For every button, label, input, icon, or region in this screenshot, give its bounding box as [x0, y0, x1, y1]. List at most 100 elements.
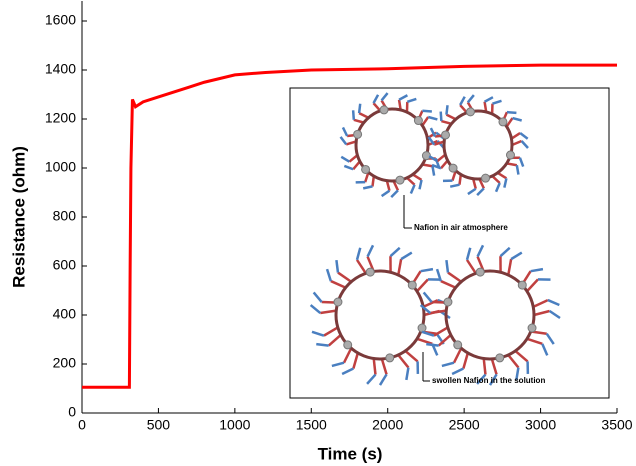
chain-end — [378, 373, 388, 386]
chain — [358, 112, 369, 119]
chain — [465, 259, 477, 275]
chain — [507, 354, 520, 369]
atom — [498, 117, 508, 127]
chain — [526, 278, 539, 293]
chain — [532, 298, 549, 309]
chain-end — [362, 185, 373, 190]
chain — [330, 279, 347, 289]
chain-end — [341, 367, 354, 376]
chain-end — [422, 291, 433, 303]
chain — [507, 258, 513, 276]
chain-end — [518, 157, 525, 168]
atom — [361, 164, 371, 174]
chain — [490, 358, 498, 375]
chain — [478, 178, 485, 189]
chain — [506, 162, 518, 167]
chain-end — [476, 373, 487, 385]
chain — [323, 326, 339, 337]
chain-end — [418, 179, 423, 190]
chain — [514, 350, 529, 363]
chain — [445, 113, 457, 121]
chain-end — [467, 187, 477, 196]
chain-end — [339, 136, 348, 146]
chain — [452, 347, 463, 364]
chain — [345, 140, 357, 146]
chain — [433, 140, 445, 146]
chain — [416, 278, 429, 293]
chain-end — [427, 136, 436, 146]
chain-end — [441, 361, 455, 368]
ring — [354, 107, 430, 183]
y-axis-label: Resistance (ohm) — [9, 146, 28, 288]
chain — [510, 131, 521, 140]
chain-end — [476, 244, 485, 258]
data-line — [82, 63, 617, 389]
chain — [483, 101, 488, 113]
chain-end — [445, 259, 450, 273]
chain-end — [449, 183, 460, 188]
chain-end — [503, 178, 508, 188]
chain — [440, 279, 457, 289]
chain-end — [405, 367, 410, 381]
chain — [371, 175, 376, 187]
chain-end — [311, 330, 325, 337]
chain-end — [492, 99, 502, 105]
atom — [527, 323, 537, 333]
chain-end — [325, 268, 333, 282]
chain-end — [494, 182, 501, 193]
x-axis-label: Time (s) — [318, 444, 383, 463]
chain — [327, 334, 342, 347]
chain — [526, 337, 543, 346]
chain-end — [340, 155, 351, 163]
chain — [355, 259, 367, 275]
chain-end — [421, 330, 435, 337]
chain-end — [459, 96, 466, 106]
chain-end — [510, 251, 523, 261]
annotation: swollen Nafion in the solution — [432, 376, 545, 385]
x-tick-label: 2000 — [372, 417, 403, 433]
chain — [352, 352, 360, 369]
chain-end — [343, 164, 354, 171]
chain-end — [390, 189, 399, 198]
chain-end — [400, 251, 413, 261]
chain-end — [541, 343, 549, 356]
chain — [404, 350, 419, 363]
chain-end — [506, 110, 517, 115]
chain — [380, 358, 388, 375]
chain-end — [427, 115, 438, 121]
chain — [441, 119, 452, 126]
chain-end — [426, 342, 439, 347]
chain — [533, 309, 550, 317]
atom — [443, 297, 453, 307]
y-tick-label: 400 — [53, 306, 77, 322]
atom — [517, 280, 527, 290]
chain — [505, 117, 514, 128]
chain — [352, 160, 361, 171]
chain-end — [351, 110, 356, 120]
chain-end — [406, 97, 417, 104]
chain-end — [419, 304, 432, 314]
ring — [444, 269, 536, 361]
ring — [442, 109, 514, 181]
y-tick-label: 200 — [53, 355, 77, 371]
chain — [416, 337, 433, 346]
chain-end — [309, 304, 322, 314]
atom — [441, 130, 451, 140]
atom — [353, 129, 363, 139]
chain — [372, 358, 377, 375]
chain — [447, 271, 462, 283]
x-tick-label: 500 — [147, 417, 171, 433]
chain-end — [548, 309, 561, 320]
chain — [397, 258, 403, 276]
chain — [406, 176, 416, 186]
chain-end — [331, 361, 345, 368]
chain-end — [435, 268, 443, 282]
chain-end — [389, 246, 401, 258]
chain-end — [429, 127, 437, 138]
y-tick-label: 800 — [53, 208, 77, 224]
chain — [422, 163, 433, 168]
atom — [421, 151, 431, 161]
chain — [397, 99, 402, 111]
chain-end — [420, 267, 434, 273]
